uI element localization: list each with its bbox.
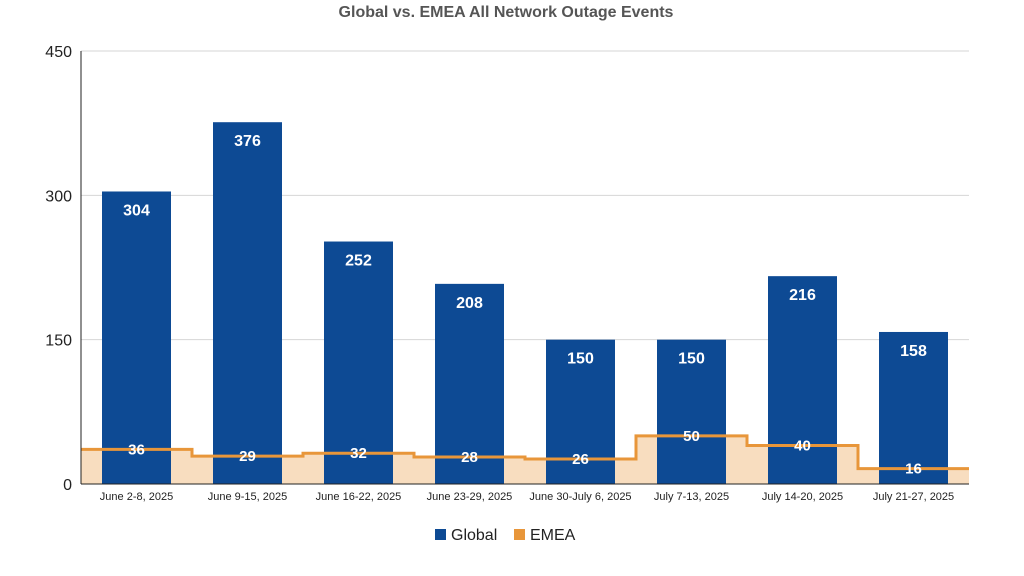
legend-swatch-global xyxy=(435,529,446,540)
global-bars xyxy=(102,122,948,485)
global-value-label: 376 xyxy=(234,133,261,150)
y-tick-label: 300 xyxy=(45,188,72,205)
x-tick-label: June 23-29, 2025 xyxy=(427,491,513,503)
global-value-label: 304 xyxy=(123,202,150,219)
global-bar xyxy=(102,191,171,485)
axes: 0 150 300 450 June 2-8, 2025 June 9-15, 2025 J… xyxy=(45,44,969,503)
emea-value-label: 36 xyxy=(128,441,145,458)
x-tick-label: July 21-27, 2025 xyxy=(873,491,954,503)
legend-swatch-emea xyxy=(514,529,525,540)
legend-label-global: Global xyxy=(451,527,497,544)
emea-value-label: 29 xyxy=(239,448,256,465)
y-tick-label: 0 xyxy=(63,477,72,494)
emea-value-label: 32 xyxy=(350,445,367,462)
x-tick-label: July 7-13, 2025 xyxy=(654,491,729,503)
emea-value-label: 26 xyxy=(572,451,589,468)
emea-value-label: 40 xyxy=(794,438,811,455)
chart-title: Global vs. EMEA All Network Outage Event… xyxy=(339,4,674,21)
y-tick-label: 450 xyxy=(45,44,72,61)
x-tick-label: June 9-15, 2025 xyxy=(208,491,288,503)
emea-line xyxy=(81,434,969,471)
emea-value-label: 50 xyxy=(683,428,700,445)
global-value-label: 252 xyxy=(345,253,372,270)
x-tick-label: June 16-22, 2025 xyxy=(316,491,402,503)
global-value-label: 208 xyxy=(456,295,483,312)
global-value-label: 158 xyxy=(900,343,927,360)
y-tick-label: 150 xyxy=(45,333,72,350)
global-bar xyxy=(213,122,282,485)
x-tick-label: June 30-July 6, 2025 xyxy=(529,491,631,503)
x-tick-label: June 2-8, 2025 xyxy=(100,491,173,503)
global-value-label: 216 xyxy=(789,287,816,304)
x-tick-label: July 14-20, 2025 xyxy=(762,491,843,503)
global-bar xyxy=(657,339,726,484)
legend: Global EMEA xyxy=(435,527,576,544)
global-bar xyxy=(879,331,948,484)
legend-label-emea: EMEA xyxy=(530,527,576,544)
global-bar xyxy=(324,241,393,484)
emea-value-label: 16 xyxy=(905,461,922,478)
data-labels: 304 376 252 208 150 150 216 158 36 29 32 28 26 50 40 16 xyxy=(123,133,927,477)
global-value-label: 150 xyxy=(678,351,705,368)
global-bar xyxy=(435,283,504,484)
global-value-label: 150 xyxy=(567,351,594,368)
emea-value-label: 28 xyxy=(461,449,478,466)
emea-line-group xyxy=(81,434,969,471)
global-bar xyxy=(768,276,837,484)
